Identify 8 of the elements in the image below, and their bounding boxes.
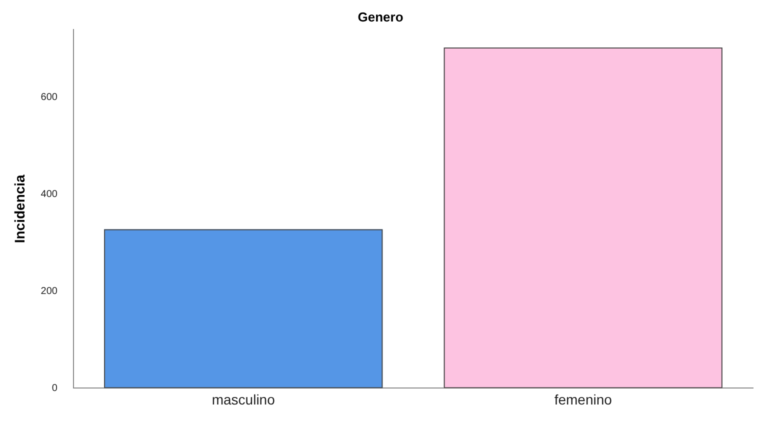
chart-title: Genero bbox=[358, 9, 404, 24]
y-tick-label: 400 bbox=[40, 189, 58, 200]
y-tick-label: 600 bbox=[40, 92, 58, 104]
y-tick-label: 200 bbox=[40, 286, 58, 298]
x-tick-label: femenino bbox=[554, 391, 612, 408]
x-tick-label: masculino bbox=[212, 391, 276, 408]
y-axis-title: Incidencia bbox=[11, 174, 28, 244]
y-tick-label: 0 bbox=[52, 382, 58, 394]
